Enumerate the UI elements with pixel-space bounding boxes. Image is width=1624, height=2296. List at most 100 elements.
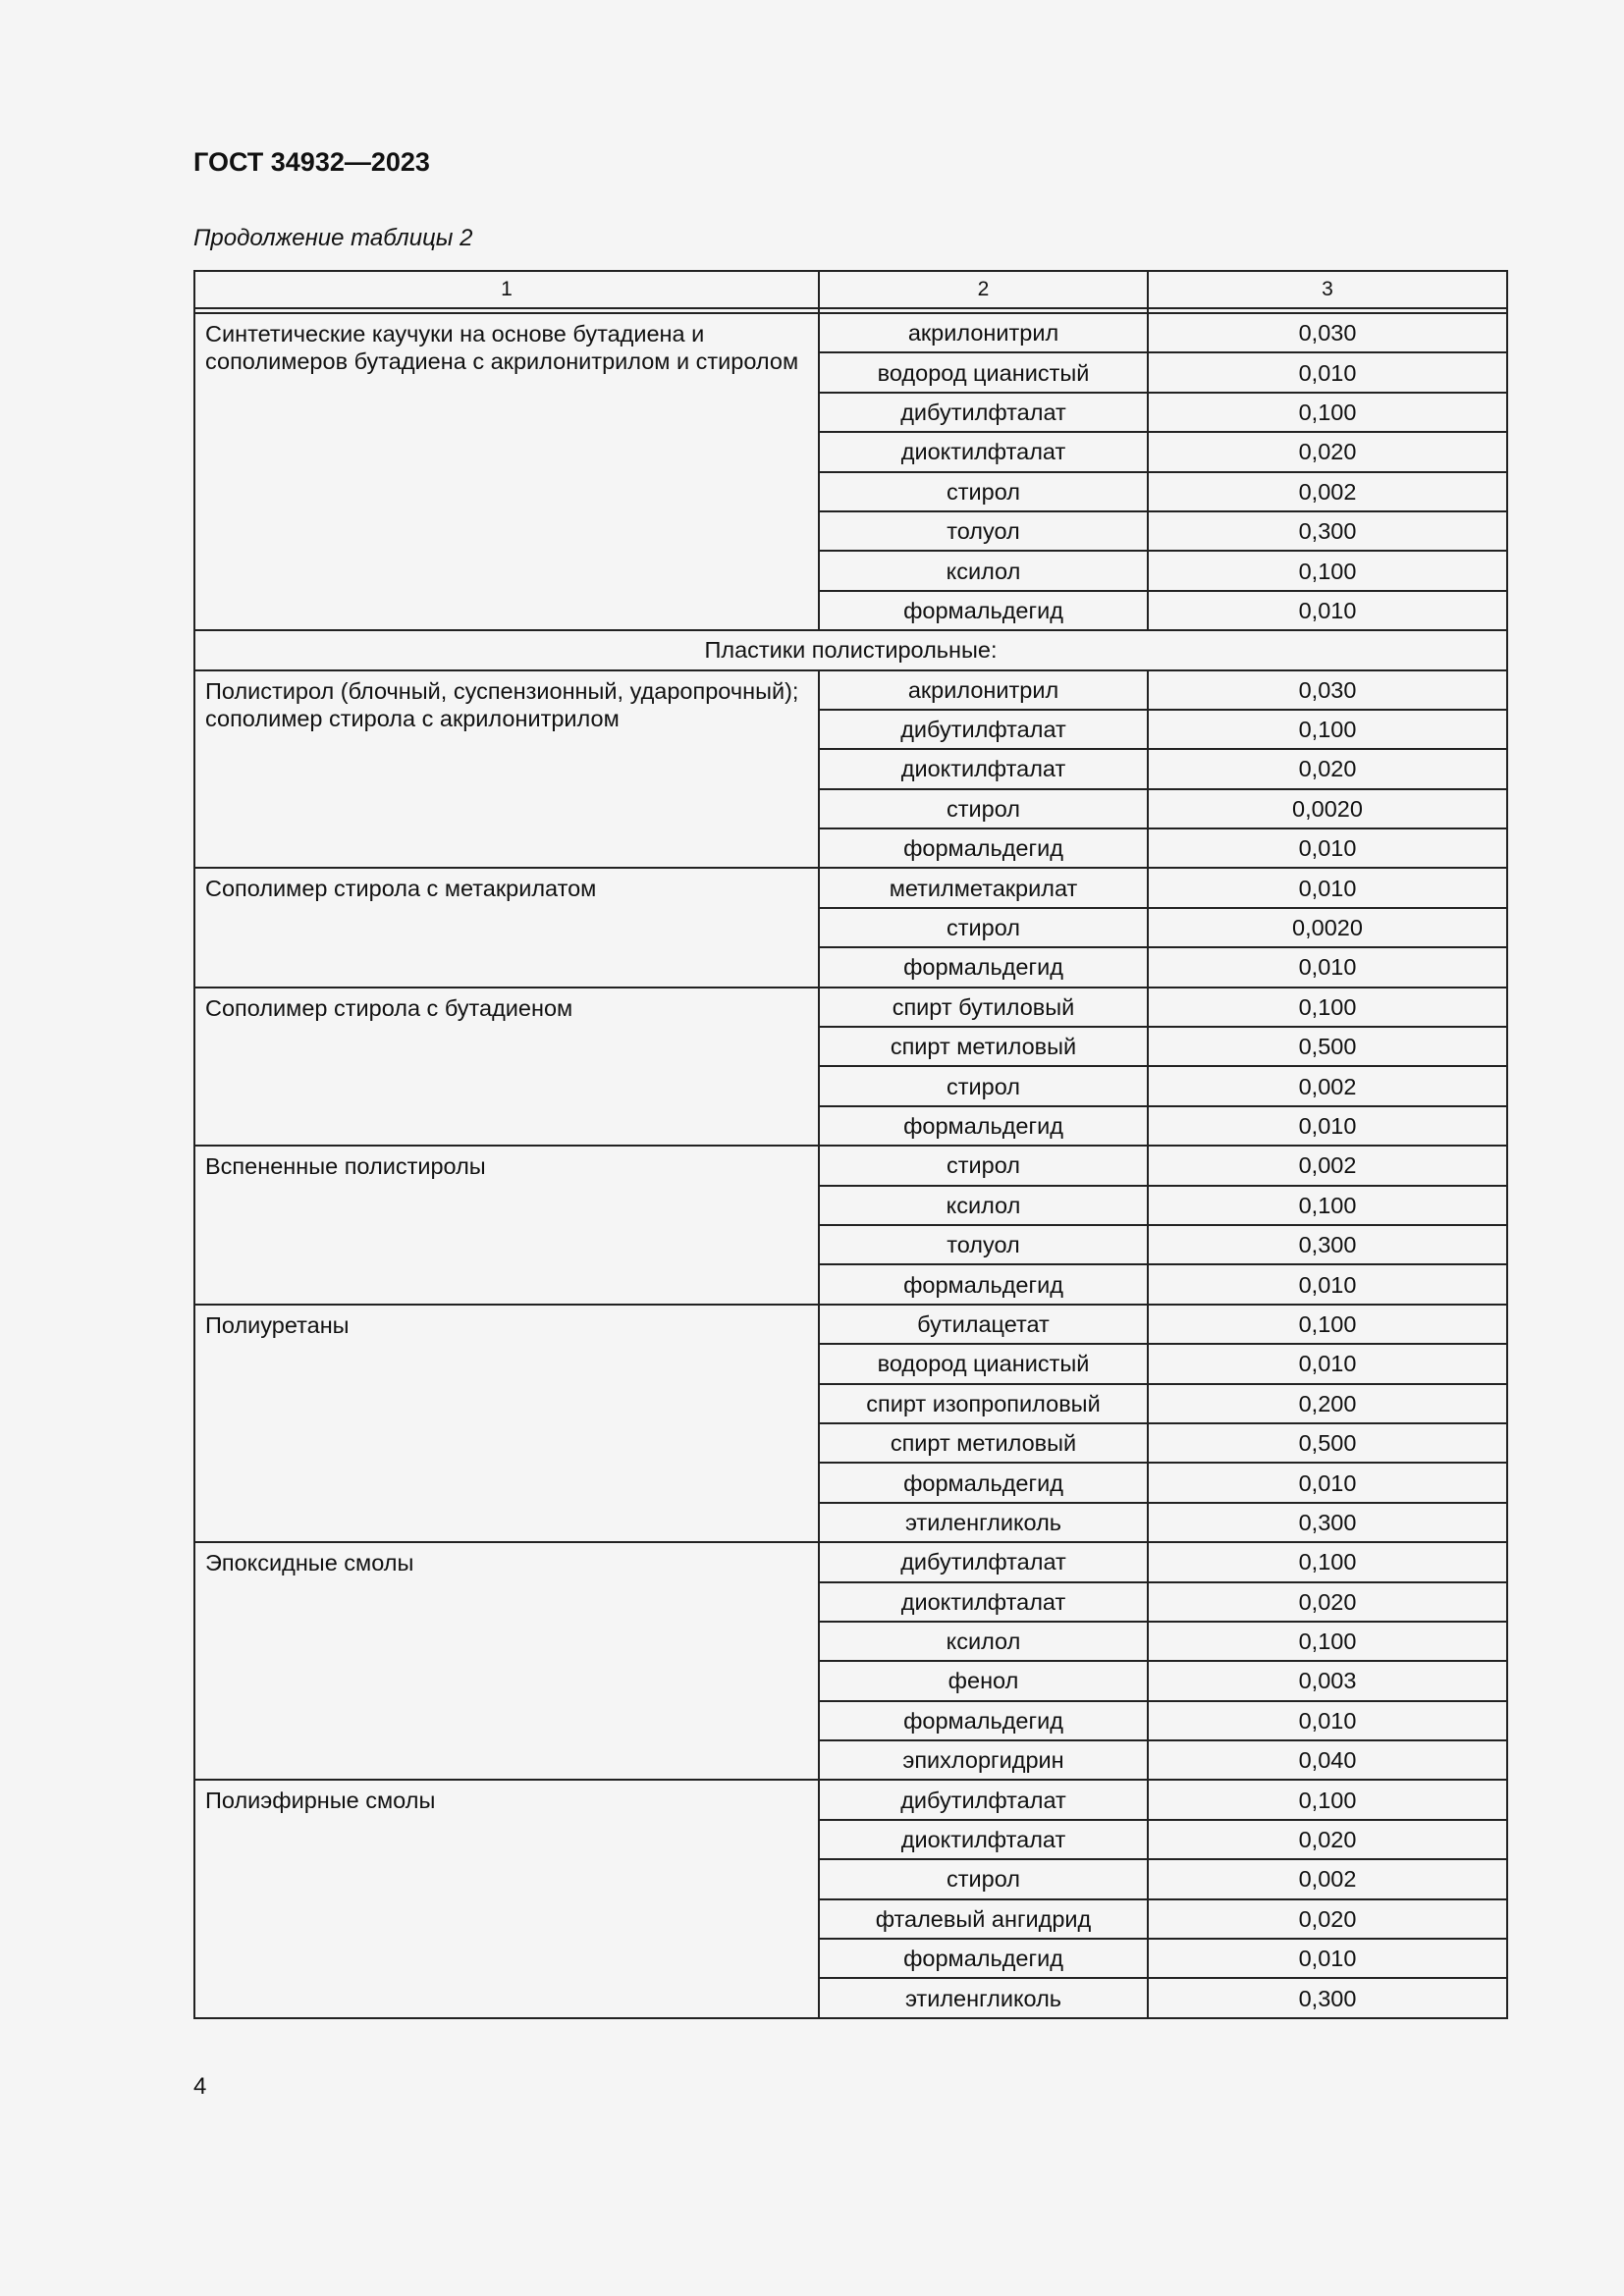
- value-cell: 0,010: [1147, 1343, 1508, 1385]
- table-row: формальдегид 0,010: [194, 828, 1508, 870]
- value-cell: 0,010: [1147, 1104, 1508, 1148]
- column-header-2: 2: [818, 270, 1149, 308]
- column-header-1: 1: [193, 270, 820, 308]
- value-cell: 0,030: [1147, 668, 1508, 711]
- value-cell: 0,030: [1147, 311, 1508, 354]
- substance-cell: спирт метиловый: [818, 1421, 1149, 1465]
- value-cell: 0,002: [1147, 1858, 1508, 1900]
- substance-cell: стирол: [818, 1858, 1149, 1900]
- substance-cell: формальдегид: [818, 1699, 1149, 1742]
- table-row: диоктилфталат 0,020: [194, 748, 1508, 790]
- substance-cell: диоктилфталат: [818, 1580, 1149, 1623]
- substance-cell: формальдегид: [818, 946, 1149, 988]
- value-cell: 0,020: [1147, 1818, 1508, 1861]
- value-cell: 0,010: [1147, 1938, 1508, 1980]
- material-cell: Эпоксидные смолы: [193, 1541, 820, 1782]
- substance-cell: фенол: [818, 1660, 1149, 1702]
- group-heading: Пластики полистирольные:: [193, 629, 1508, 671]
- table-row: диоктилфталат 0,020: [194, 431, 1508, 473]
- value-cell: 0,200: [1147, 1382, 1508, 1424]
- substance-cell: ксилол: [818, 550, 1149, 592]
- table-row: Эпоксидные смолы дибутилфталат 0,100: [193, 1541, 1508, 1782]
- table-row: толуол 0,300: [194, 1223, 1508, 1266]
- value-cell: 0,010: [1147, 351, 1508, 394]
- table-row: этиленгликоль 0,300: [194, 1977, 1508, 2019]
- table-row: спирт изопропиловый 0,200: [194, 1382, 1508, 1424]
- value-cell: 0,0020: [1147, 787, 1508, 830]
- substance-cell: формальдегид: [818, 589, 1149, 632]
- substance-cell: этиленгликоль: [818, 1501, 1149, 1544]
- table-row: стирол 0,0020: [194, 906, 1508, 949]
- value-cell: 0,002: [1147, 470, 1508, 512]
- column-header-3: 3: [1147, 270, 1508, 308]
- material-cell: Полиэфирные смолы: [193, 1779, 820, 2019]
- table-row: толуол 0,300: [194, 509, 1508, 553]
- value-cell: 0,100: [1147, 986, 1508, 1029]
- material-cell: Вспененные полистиролы: [193, 1145, 820, 1306]
- substance-cell: формальдегид: [818, 1104, 1149, 1148]
- table-row: стирол 0,002: [194, 1065, 1508, 1107]
- table-row: водород цианистый 0,010: [194, 351, 1508, 394]
- value-cell: 0,100: [1147, 1184, 1508, 1226]
- table-row: формальдегид 0,010: [194, 1938, 1508, 1980]
- value-cell: 0,100: [1147, 1620, 1508, 1663]
- value-cell: 0,010: [1147, 1263, 1508, 1306]
- table-row: формальдегид 0,010: [194, 1462, 1508, 1504]
- value-cell: 0,010: [1147, 828, 1508, 870]
- substance-cell: формальдегид: [818, 828, 1149, 870]
- substance-cell: акрилонитрил: [818, 311, 1149, 354]
- table-row: стирол 0,002: [194, 1858, 1508, 1900]
- substance-cell: этиленгликоль: [818, 1977, 1149, 2019]
- value-cell: 0,010: [1147, 1699, 1508, 1742]
- value-cell: 0,002: [1147, 1145, 1508, 1187]
- table-row: ксилол 0,100: [194, 550, 1508, 592]
- value-cell: 0,002: [1147, 1065, 1508, 1107]
- value-cell: 0,500: [1147, 1421, 1508, 1465]
- substance-cell: формальдегид: [818, 1938, 1149, 1980]
- substance-cell: формальдегид: [818, 1462, 1149, 1504]
- substance-cell: водород цианистый: [818, 1343, 1149, 1385]
- substance-cell: стирол: [818, 1065, 1149, 1107]
- substance-cell: акрилонитрил: [818, 668, 1149, 711]
- substance-cell: дибутилфталат: [818, 708, 1149, 751]
- group-row: Пластики полистирольные:: [193, 629, 1508, 671]
- substance-cell: дибутилфталат: [818, 1541, 1149, 1583]
- page-number: 4: [193, 2073, 207, 2100]
- substance-cell: бутилацетат: [818, 1303, 1149, 1346]
- value-cell: 0,100: [1147, 1779, 1508, 1821]
- value-cell: 0,020: [1147, 748, 1508, 790]
- table-row: формальдегид 0,010: [194, 589, 1508, 632]
- table-row: стирол 0,002: [194, 470, 1508, 512]
- value-cell: 0,300: [1147, 1223, 1508, 1266]
- substance-cell: толуол: [818, 1223, 1149, 1266]
- table-row: Сополимер стирола с бутадиеном спирт бути…: [193, 986, 1508, 1148]
- value-cell: 0,003: [1147, 1660, 1508, 1702]
- substance-cell: эпихлоргидрин: [818, 1739, 1149, 1782]
- table-row: фенол 0,003: [194, 1660, 1508, 1702]
- substance-cell: фталевый ангидрид: [818, 1897, 1149, 1941]
- table-row: Полистирол (блочный, суспензионный, удар…: [193, 668, 1508, 870]
- substance-cell: стирол: [818, 1145, 1149, 1187]
- table-row: Полиэфирные смолы дибутилфталат 0,100: [193, 1779, 1508, 2019]
- table-row: дибутилфталат 0,100: [194, 391, 1508, 434]
- table-row: дибутилфталат 0,100: [194, 708, 1508, 751]
- table-row: спирт метиловый 0,500: [194, 1421, 1508, 1465]
- substance-cell: ксилол: [818, 1620, 1149, 1663]
- substance-cell: стирол: [818, 787, 1149, 830]
- value-cell: 0,100: [1147, 391, 1508, 434]
- table-row: диоктилфталат 0,020: [194, 1818, 1508, 1861]
- table-body: Синтетические каучуки на основе бутадиен…: [193, 311, 1508, 2019]
- table-caption: Продолжение таблицы 2: [193, 225, 473, 251]
- value-cell: 0,100: [1147, 708, 1508, 751]
- table-row: эпихлоргидрин 0,040: [194, 1739, 1508, 1782]
- substance-cell: ксилол: [818, 1184, 1149, 1226]
- substance-cell: спирт бутиловый: [818, 986, 1149, 1029]
- table-row: фталевый ангидрид 0,020: [194, 1897, 1508, 1941]
- header-row: 1 2 3: [193, 270, 1508, 308]
- table-row: диоктилфталат 0,020: [194, 1580, 1508, 1623]
- table-row: формальдегид 0,010: [194, 1263, 1508, 1306]
- substance-cell: диоктилфталат: [818, 431, 1149, 473]
- material-cell: Сополимер стирола с бутадиеном: [193, 986, 820, 1148]
- table-row: Сополимер стирола с метакрилатом метилмет…: [193, 867, 1508, 988]
- substance-cell: стирол: [818, 470, 1149, 512]
